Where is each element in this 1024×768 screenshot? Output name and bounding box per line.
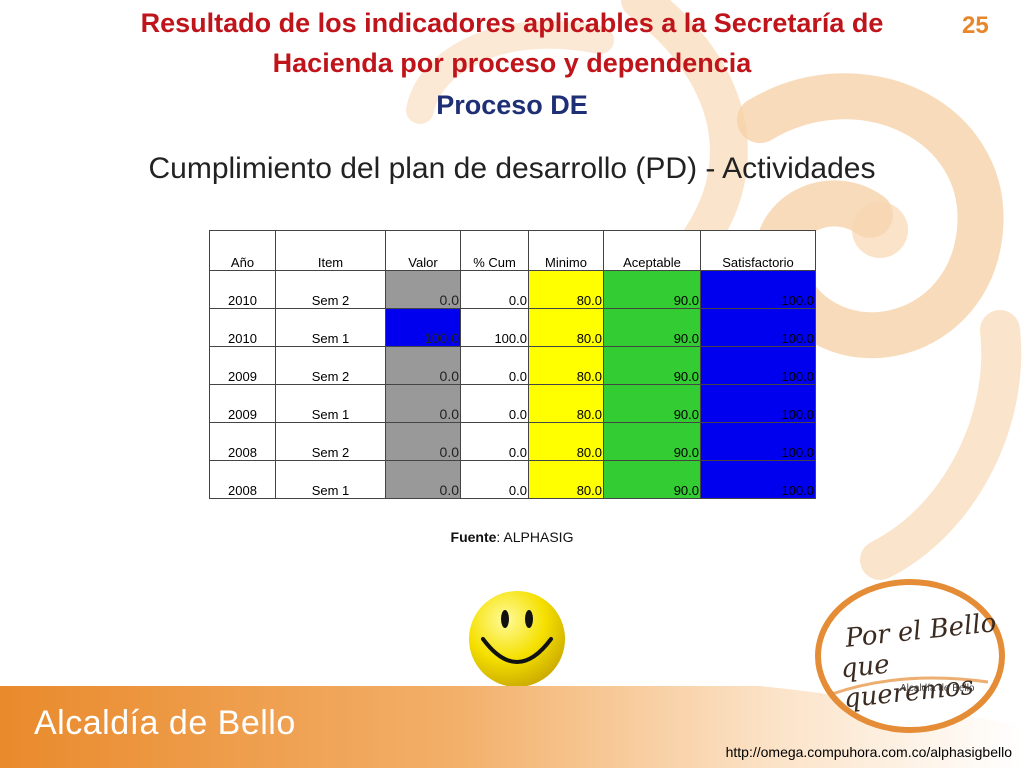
slide-title-line-2: Hacienda por proceso y dependencia bbox=[272, 48, 752, 78]
page-number: 25 bbox=[962, 12, 989, 39]
column-header-minimo: Minimo bbox=[528, 230, 604, 271]
cell-aceptable: 90.0 bbox=[603, 270, 701, 309]
cell-item: Sem 2 bbox=[275, 346, 386, 385]
cell-minimo: 80.0 bbox=[528, 460, 604, 499]
smiley-image bbox=[459, 581, 576, 698]
cell-item: Sem 1 bbox=[275, 384, 386, 423]
cell-minimo: 80.0 bbox=[528, 270, 604, 309]
source-label: Fuente bbox=[450, 529, 497, 545]
table-row: 2010 Sem 1 100.0 100.0 80.0 90.0 100.0 bbox=[209, 308, 816, 347]
cell-item: Sem 2 bbox=[275, 422, 386, 461]
cell-cum: 0.0 bbox=[460, 422, 529, 461]
cell-minimo: 80.0 bbox=[528, 346, 604, 385]
cell-year: 2008 bbox=[209, 422, 276, 461]
cell-cum: 0.0 bbox=[460, 460, 529, 499]
source-note: Fuente: ALPHASIG bbox=[0, 529, 1024, 545]
cell-aceptable: 90.0 bbox=[603, 308, 701, 347]
cell-cum: 0.0 bbox=[460, 346, 529, 385]
cell-cum: 100.0 bbox=[460, 308, 529, 347]
badge-line-3: Alcaldía de Bello bbox=[900, 683, 975, 694]
column-header-valor: Valor bbox=[385, 230, 461, 271]
cell-item: Sem 2 bbox=[275, 270, 386, 309]
cell-valor: 0.0 bbox=[385, 460, 461, 499]
process-title: Proceso DE bbox=[436, 90, 588, 120]
cell-aceptable: 90.0 bbox=[603, 460, 701, 499]
cell-satisfactorio: 100.0 bbox=[700, 270, 816, 309]
footer-bar bbox=[0, 686, 1024, 768]
table-header-row: Año Item Valor % Cum Minimo Aceptable Sa… bbox=[209, 230, 816, 271]
column-header-aceptable: Aceptable bbox=[603, 230, 701, 271]
cell-year: 2010 bbox=[209, 270, 276, 309]
source-value: : ALPHASIG bbox=[496, 529, 574, 545]
cell-aceptable: 90.0 bbox=[603, 346, 701, 385]
table-row: 2009 Sem 1 0.0 0.0 80.0 90.0 100.0 bbox=[209, 384, 816, 423]
column-header-cum: % Cum bbox=[460, 230, 529, 271]
column-header-satisfactorio: Satisfactorio bbox=[700, 230, 816, 271]
indicator-table: Año Item Valor % Cum Minimo Aceptable Sa… bbox=[209, 230, 816, 499]
cell-satisfactorio: 100.0 bbox=[700, 460, 816, 499]
cell-item: Sem 1 bbox=[275, 460, 386, 499]
cell-satisfactorio: 100.0 bbox=[700, 384, 816, 423]
cell-satisfactorio: 100.0 bbox=[700, 308, 816, 347]
cell-minimo: 80.0 bbox=[528, 308, 604, 347]
cell-cum: 0.0 bbox=[460, 384, 529, 423]
table-row: 2008 Sem 2 0.0 0.0 80.0 90.0 100.0 bbox=[209, 422, 816, 461]
table-row: 2008 Sem 1 0.0 0.0 80.0 90.0 100.0 bbox=[209, 460, 816, 499]
table-row: 2010 Sem 2 0.0 0.0 80.0 90.0 100.0 bbox=[209, 270, 816, 309]
footer-brand-text: Alcaldía de Bello bbox=[34, 704, 296, 742]
cell-year: 2008 bbox=[209, 460, 276, 499]
cell-minimo: 80.0 bbox=[528, 384, 604, 423]
cell-year: 2009 bbox=[209, 346, 276, 385]
indicator-subtitle: Cumplimiento del plan de desarrollo (PD)… bbox=[148, 152, 876, 185]
cell-minimo: 80.0 bbox=[528, 422, 604, 461]
cell-satisfactorio: 100.0 bbox=[700, 346, 816, 385]
cell-year: 2010 bbox=[209, 308, 276, 347]
footer-url[interactable]: http://omega.compuhora.com.co/alphasigbe… bbox=[725, 744, 1012, 760]
cell-cum: 0.0 bbox=[460, 270, 529, 309]
cell-valor: 0.0 bbox=[385, 422, 461, 461]
cell-satisfactorio: 100.0 bbox=[700, 422, 816, 461]
cell-year: 2009 bbox=[209, 384, 276, 423]
cell-valor: 0.0 bbox=[385, 270, 461, 309]
cell-aceptable: 90.0 bbox=[603, 422, 701, 461]
campaign-badge bbox=[815, 579, 1005, 733]
cell-valor: 100.0 bbox=[385, 308, 461, 347]
smiley-face-icon bbox=[469, 591, 565, 687]
cell-aceptable: 90.0 bbox=[603, 384, 701, 423]
column-header-item: Item bbox=[275, 230, 386, 271]
cell-valor: 0.0 bbox=[385, 346, 461, 385]
column-header-year: Año bbox=[209, 230, 276, 271]
cell-item: Sem 1 bbox=[275, 308, 386, 347]
cell-valor: 0.0 bbox=[385, 384, 461, 423]
slide-title-line-1: Resultado de los indicadores aplicables … bbox=[140, 8, 884, 38]
table-row: 2009 Sem 2 0.0 0.0 80.0 90.0 100.0 bbox=[209, 346, 816, 385]
